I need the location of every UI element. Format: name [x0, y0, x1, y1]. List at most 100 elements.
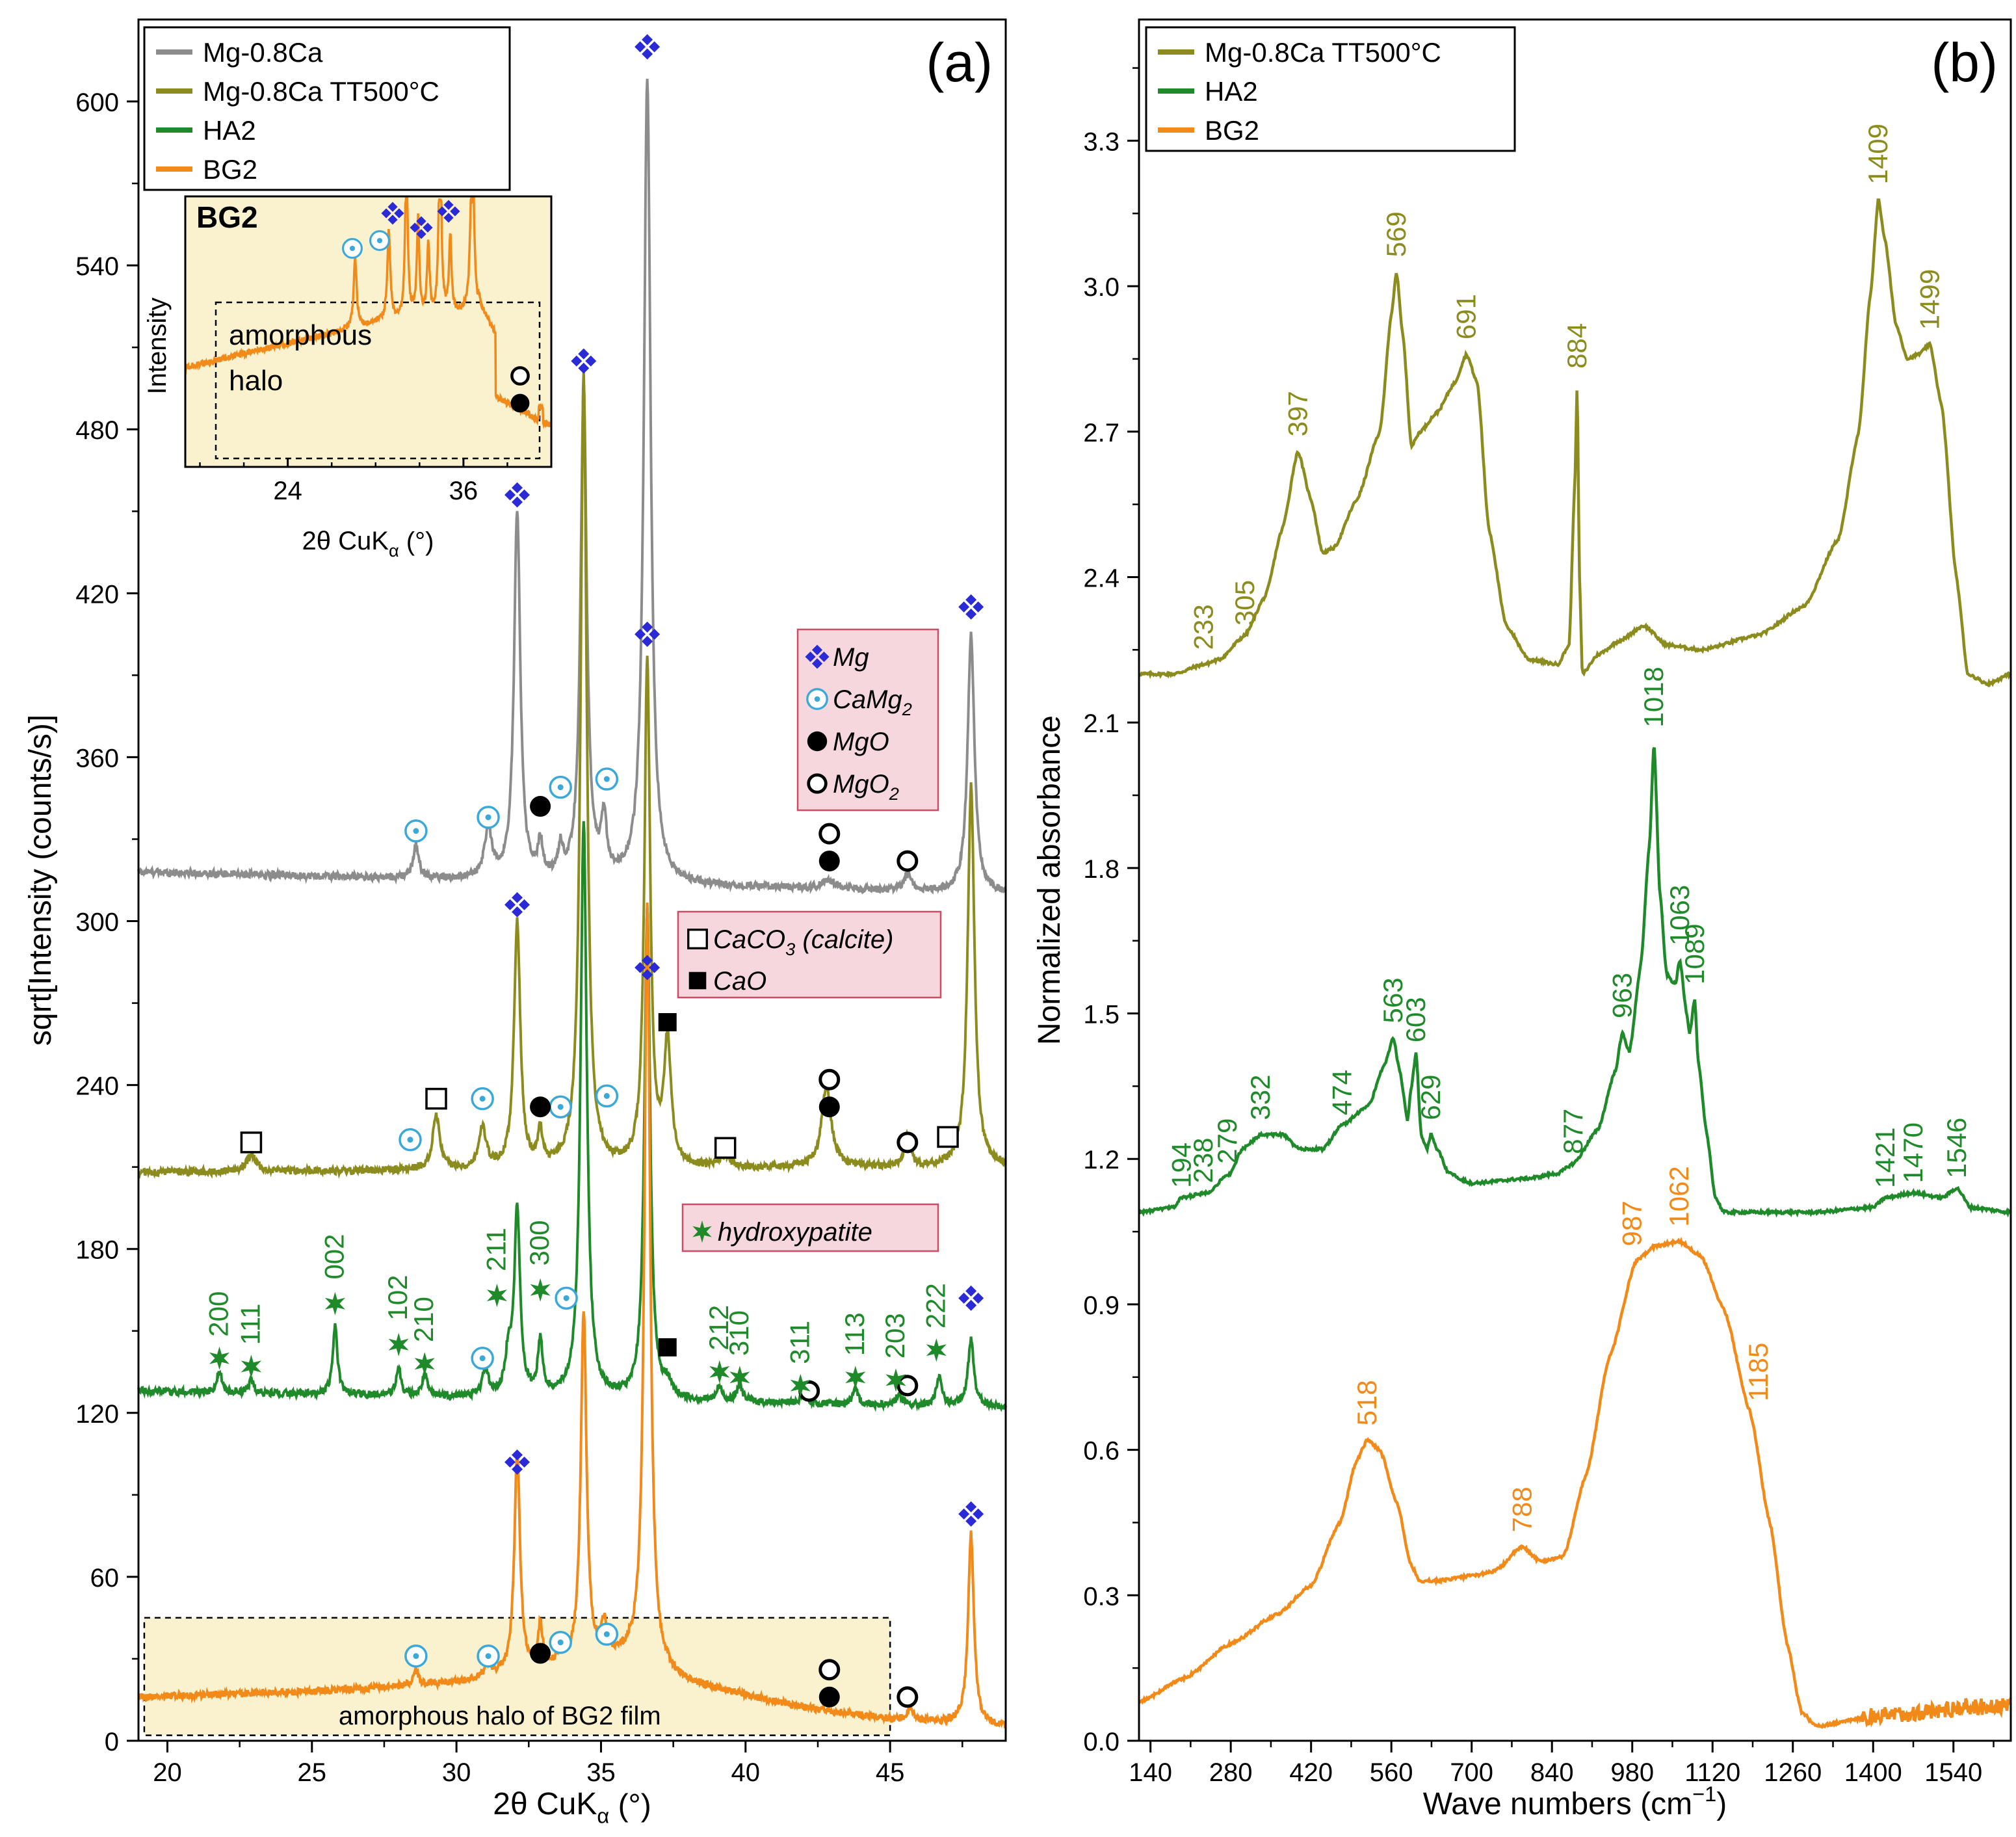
- halo-box: [143, 1617, 891, 1736]
- legend-box-a: [143, 26, 511, 191]
- camg2-dot: [376, 237, 383, 244]
- ytick-label-b: 0.6: [1083, 1437, 1119, 1466]
- peak-label: 474: [1326, 1070, 1357, 1115]
- hkl-label: 113: [839, 1312, 870, 1356]
- hydroxyapatite-marker: [530, 1278, 551, 1302]
- mgo-marker: [530, 796, 551, 817]
- xtick-label-b: 700: [1450, 1758, 1493, 1787]
- phase-label: hydroxypatite: [718, 1218, 872, 1247]
- peak-label: 518: [1352, 1380, 1382, 1425]
- xtick-label-b: 420: [1289, 1758, 1333, 1787]
- xtick-label-b: 840: [1530, 1758, 1574, 1787]
- phase-label: CaMg2: [833, 685, 912, 719]
- hkl-label: 311: [784, 1321, 815, 1364]
- xtick-label-a: 40: [731, 1758, 761, 1787]
- camg2-dot: [407, 1137, 413, 1143]
- ytick-label-a: 180: [75, 1236, 119, 1265]
- peak-label: 1421: [1870, 1128, 1900, 1188]
- camg2-marker: [471, 1087, 494, 1111]
- xtick-label-b: 1120: [1684, 1758, 1740, 1787]
- legend-label-b: BG2: [1205, 115, 1259, 146]
- inset-halo-label: halo: [229, 365, 283, 397]
- legend-a: Mg-0.8Ca Mg-0.8Ca TT500°C HA2 BG2: [143, 26, 511, 191]
- hydroxyapatite-marker: [709, 1360, 730, 1384]
- camg2-marker: [549, 775, 572, 799]
- hydroxyapatite-marker: [926, 1338, 947, 1362]
- ytick-label-a: 420: [75, 580, 119, 609]
- phase-legend-2: CaCO3 (calcite) CaO: [677, 910, 942, 999]
- peak-label: 1499: [1915, 269, 1945, 330]
- inset-halo-label: amorphous: [229, 319, 372, 351]
- mgo2-marker: [818, 1659, 841, 1681]
- camg2-marker: [595, 1084, 619, 1108]
- hydroxyapatite-marker: [692, 1220, 712, 1243]
- camg2-marker: [477, 806, 500, 829]
- hydroxyapatite-marker: [209, 1346, 230, 1370]
- phase-label: Mg: [833, 643, 869, 672]
- text-part: ): [1716, 1787, 1727, 1821]
- hydroxyapatite-marker: [388, 1332, 409, 1356]
- hydroxyapatite-marker: [729, 1366, 750, 1390]
- phase-legend-3: hydroxypatite: [681, 1203, 939, 1252]
- peak-label: 305: [1229, 580, 1260, 626]
- xtick-label-a: 45: [876, 1758, 905, 1787]
- mgo-marker: [818, 851, 840, 872]
- peak-label: 603: [1400, 997, 1431, 1042]
- caco3-marker: [687, 929, 708, 949]
- hydroxyapatite-marker: [241, 1355, 261, 1379]
- text-part: (°): [399, 527, 434, 556]
- halo-label: amorphous halo of BG2 film: [339, 1702, 661, 1730]
- hkl-label: 310: [724, 1310, 754, 1356]
- ytick-label-a: 540: [75, 252, 119, 281]
- camg2-marker: [549, 1630, 572, 1654]
- hydroxyapatite-marker: [790, 1373, 811, 1397]
- ytick-label-b: 1.5: [1083, 1001, 1119, 1029]
- camg2-dot: [557, 1639, 564, 1646]
- hydroxyapatite-marker: [486, 1284, 507, 1308]
- ytick-label-b: 0.0: [1083, 1728, 1119, 1756]
- camg2-marker: [404, 819, 428, 843]
- peak-label: 1018: [1638, 667, 1669, 727]
- ytick-label-a: 0: [105, 1728, 119, 1756]
- ytick-label-b: 1.8: [1083, 855, 1119, 884]
- text-part: CaO: [713, 967, 766, 996]
- inset-bg2: BG2 Intensity 24 36 amorphous halo 2θ CuKα (°): [143, 195, 553, 561]
- xtick-label-b: 980: [1610, 1758, 1654, 1787]
- ftir-line-tt500: [1138, 198, 2012, 688]
- text-part: CaCO: [713, 925, 785, 954]
- ytick-label-b: 0.9: [1083, 1291, 1119, 1320]
- hkl-label: 203: [880, 1313, 910, 1358]
- panel-label-b: (b): [1931, 32, 1998, 93]
- camg2-marker: [549, 1095, 572, 1118]
- camg2-dot: [603, 1092, 610, 1099]
- text-part: MgO: [833, 728, 889, 756]
- mgo2-marker: [897, 1375, 919, 1397]
- peak-label: 397: [1282, 391, 1313, 436]
- camg2-marker: [477, 1645, 500, 1668]
- text-part: α: [389, 540, 399, 561]
- text-part: −1: [1692, 1782, 1716, 1806]
- camg2-dot: [603, 1631, 610, 1637]
- xaxis-title-b: Wave numbers (cm−1): [1423, 1782, 1727, 1821]
- xtick-label-b: 1540: [1924, 1758, 1982, 1787]
- hydroxyapatite-marker: [414, 1352, 435, 1376]
- amorphous-halo-box: amorphous halo of BG2 film: [143, 1617, 891, 1736]
- mgo2-marker: [897, 850, 919, 872]
- phase-label: MgO2: [833, 770, 899, 804]
- xtick-label-b: 1400: [1844, 1758, 1902, 1787]
- peak-label: 788: [1506, 1487, 1537, 1532]
- peak-label: 629: [1415, 1075, 1446, 1120]
- ytick-label-a: 60: [90, 1564, 120, 1593]
- mgo2-marker: [818, 1068, 841, 1090]
- legend-label-a: HA2: [203, 115, 256, 146]
- hkl-label: 212: [703, 1305, 734, 1351]
- phase-label: CaO: [713, 967, 766, 996]
- hkl-label: 200: [203, 1291, 234, 1337]
- peak-label: 563: [1378, 977, 1408, 1023]
- xtick-label-a: 20: [153, 1758, 182, 1787]
- ytick-label-b: 2.7: [1083, 419, 1119, 447]
- peak-label: 1546: [1941, 1118, 1972, 1178]
- peak-label: 1470: [1898, 1122, 1928, 1183]
- mgo-marker: [818, 1686, 840, 1708]
- mgo-marker: [510, 393, 530, 413]
